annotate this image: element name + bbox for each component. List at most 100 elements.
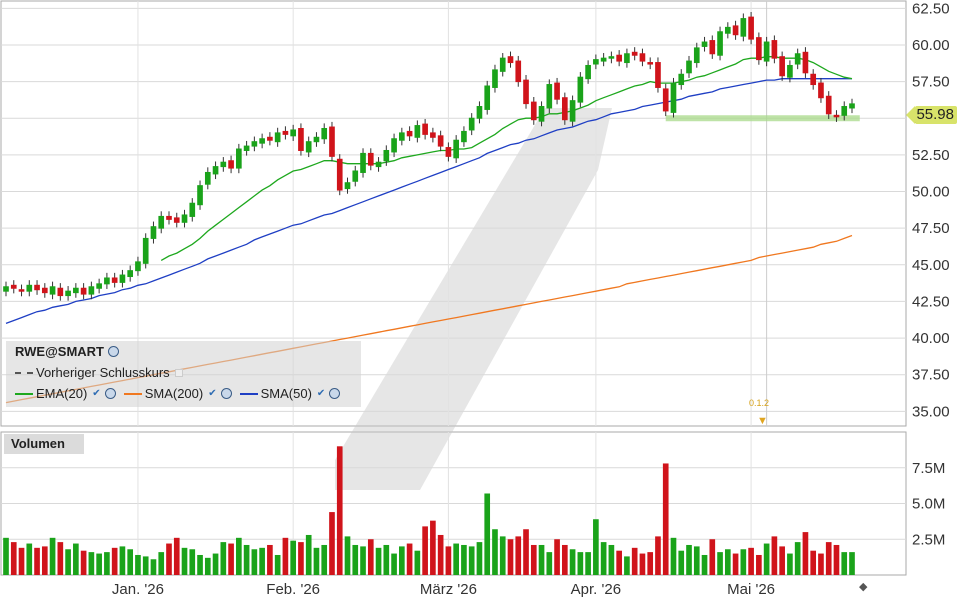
candle-body [593, 59, 599, 65]
candle-body [484, 85, 491, 110]
volume-bar [756, 554, 762, 575]
candle-body [437, 135, 444, 147]
volume-bar [445, 546, 452, 575]
candle-body [34, 284, 40, 291]
dividend-label: 0.1.2 [749, 398, 770, 408]
volume-bar [523, 529, 529, 575]
volume-bar [80, 550, 87, 575]
volume-bar [647, 552, 654, 575]
candle-body [274, 132, 281, 143]
candle-body [305, 141, 312, 153]
scroll-right-icon[interactable]: ◆ [859, 581, 868, 593]
candle-body [375, 161, 382, 168]
legend-ema20[interactable]: EMA(20) ✔ [15, 386, 116, 401]
volume-bar [360, 546, 366, 575]
candle-body [670, 82, 677, 113]
check-icon[interactable]: ✔ [92, 388, 101, 399]
volume-bar [282, 537, 289, 575]
candle-body [352, 170, 359, 182]
candle-body [212, 166, 219, 175]
volume-bar [18, 547, 25, 575]
volume-bar [119, 546, 126, 575]
symbol-label: RWE@SMART [15, 344, 104, 359]
candle-body [406, 130, 413, 137]
support-band [665, 115, 860, 122]
legend-previous-close: Vorheriger Schlusskurs [15, 365, 183, 380]
volume-bar [414, 550, 421, 575]
watermark-logo [335, 108, 612, 490]
price-axis: 62.5060.0057.5055.0052.5050.0047.5045.00… [912, 0, 950, 420]
volume-bar [399, 546, 405, 575]
volume-bar [740, 549, 747, 575]
volume-bar [228, 543, 234, 575]
time-tick-label: Mai '26 [727, 581, 775, 598]
price-tick-label: 35.00 [912, 403, 950, 420]
candle-body [10, 284, 17, 289]
volume-bar [802, 532, 809, 575]
check-icon[interactable]: ✔ [316, 388, 326, 399]
volume-tick-label: 7.5M [912, 460, 945, 477]
volume-bar [352, 544, 359, 575]
candle-body [825, 95, 832, 115]
symbol-settings-icon[interactable] [108, 346, 119, 357]
candle-body [492, 69, 498, 88]
price-tick-label: 57.50 [912, 74, 950, 91]
volume-bar [709, 539, 716, 575]
time-tick-label: Feb. '26 [266, 581, 320, 598]
candle-body [290, 129, 297, 137]
volume-bar [127, 549, 134, 575]
ema20-label: EMA(20) [36, 386, 88, 401]
price-tick-label: 62.50 [912, 0, 950, 17]
legend-sma50[interactable]: SMA(50) ✔ [239, 386, 341, 401]
time-axis: Jan. '26 Feb. '26 März '26 Apr. '26 Mai '26 [112, 581, 775, 598]
candle-body [41, 287, 48, 294]
time-tick-label: Jan. '26 [112, 581, 164, 598]
candle-body [515, 60, 522, 83]
candle-body [150, 226, 157, 239]
price-tick-label: 37.50 [912, 367, 950, 384]
settings-icon[interactable] [104, 388, 116, 399]
volume-bar [546, 552, 553, 575]
dividend-arrow-icon[interactable]: ▼ [757, 415, 768, 427]
candle-body [476, 106, 483, 119]
volume-bar [251, 549, 258, 575]
volume-bar [437, 534, 444, 575]
candle-body [135, 261, 141, 272]
volume-bar [367, 539, 374, 575]
candle-body [569, 100, 576, 122]
volume-bar [639, 553, 646, 575]
candle-body [701, 41, 708, 47]
square-icon [174, 368, 183, 377]
volume-bar [189, 549, 196, 575]
candle-body [655, 62, 661, 88]
candle-body [802, 51, 809, 74]
check-icon[interactable]: ✔ [208, 388, 217, 399]
volume-bar [166, 543, 172, 575]
candle-body [468, 117, 475, 131]
candle-body [414, 125, 421, 138]
volume-bar [259, 547, 265, 575]
settings-icon[interactable] [220, 388, 232, 399]
candle-body [104, 277, 110, 285]
candle-body [336, 158, 343, 191]
candles [3, 11, 855, 301]
last-price-pointer [906, 106, 915, 124]
volume-bar [492, 529, 498, 575]
settings-icon[interactable] [329, 388, 341, 399]
volume-bar [321, 544, 328, 575]
volume-bar [833, 544, 840, 575]
dashed-line-icon [15, 371, 33, 374]
legend-sma200[interactable]: SMA(200) ✔ [123, 386, 232, 401]
volume-bar [515, 536, 522, 575]
candle-body [251, 141, 258, 147]
candle-body [709, 40, 716, 55]
candle-body [577, 76, 584, 103]
candle-body [204, 171, 211, 185]
candle-body [57, 287, 64, 297]
candle-body [259, 138, 265, 144]
volume-bar [111, 547, 118, 575]
volume-bar [724, 549, 731, 575]
candle-body [693, 47, 700, 64]
candle-body [461, 130, 467, 143]
volume-bar [88, 552, 95, 575]
